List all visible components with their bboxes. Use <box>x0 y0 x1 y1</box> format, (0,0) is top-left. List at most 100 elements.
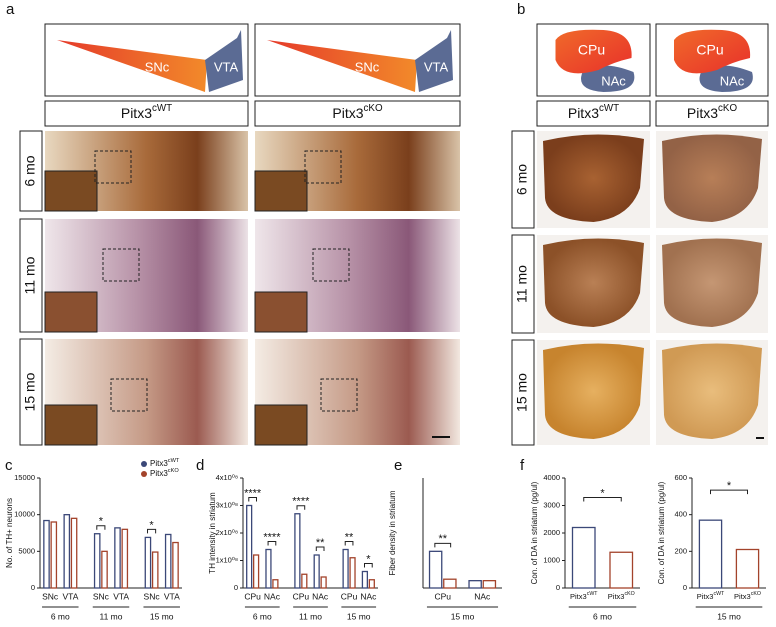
y-tick-label: 4x10⁰⁸ <box>216 473 238 482</box>
y-tick-label: 4000 <box>543 473 560 482</box>
group-label: 6 mo <box>253 611 272 621</box>
y-axis-title: Fiber density in striatum <box>388 490 397 575</box>
significance-label: ** <box>316 537 325 549</box>
significance-bracket <box>267 541 277 546</box>
panel-label: b <box>517 1 525 18</box>
significance-label: **** <box>263 531 281 543</box>
age-label: 15 mo <box>514 373 530 412</box>
age-box <box>19 218 43 333</box>
x-tick-label: SNc <box>42 591 59 601</box>
x-tick-label: CPu <box>293 591 310 601</box>
y-tick-label: 15000 <box>14 473 35 482</box>
panel-label: f <box>520 457 525 474</box>
region-label: CPu <box>578 42 605 58</box>
legend-label: Pitx3cKO <box>150 468 179 478</box>
y-tick-label: 600 <box>674 473 687 482</box>
x-tick-label: VTA <box>62 591 78 601</box>
age-label: 11 mo <box>22 256 38 294</box>
significance-bracket <box>583 497 622 502</box>
age-box <box>511 339 535 446</box>
y-axis-title: Con. of DA in striatum (pg/ul) <box>657 481 666 584</box>
significance-label: **** <box>244 487 262 499</box>
y-tick-label: 2000 <box>543 528 560 537</box>
region-label: SNc <box>145 59 170 74</box>
age-label: 6 mo <box>22 155 38 186</box>
group-label: 15 mo <box>717 611 741 621</box>
genotype-box <box>536 100 651 127</box>
region-label: VTA <box>214 59 239 74</box>
bar <box>443 578 457 589</box>
genotype-box <box>655 100 769 127</box>
tissue-image <box>543 343 644 439</box>
genotype-label: Pitx3cWT <box>568 103 619 121</box>
genotype-label: Pitx3cWT <box>121 103 172 121</box>
x-tick-label: CPu <box>244 591 261 601</box>
y-tick-label: 3x10⁰⁸ <box>216 500 238 509</box>
inset-outline <box>102 248 140 282</box>
genotype-box <box>254 100 461 127</box>
bar <box>93 533 101 589</box>
bar <box>698 519 723 589</box>
y-tick-label: 1x10⁰⁸ <box>216 555 238 564</box>
significance-label: * <box>727 480 732 492</box>
x-tick-label: VTA <box>113 591 129 601</box>
x-tick-label: Pitx3cKO <box>734 591 761 601</box>
group-label: 15 mo <box>451 611 475 621</box>
bar <box>164 533 172 589</box>
y-tick-label: 0 <box>234 583 238 592</box>
tissue-image <box>543 134 644 222</box>
significance-label: ** <box>345 531 354 543</box>
bar <box>144 536 152 589</box>
bar <box>272 579 279 589</box>
significance-label: ** <box>438 533 447 545</box>
x-tick-label: NAc <box>264 591 281 601</box>
cpu-shape <box>555 29 632 74</box>
bar <box>151 551 159 589</box>
y-tick-label: 0 <box>556 583 560 592</box>
x-tick-label: SNc <box>93 591 110 601</box>
group-label: 6 mo <box>593 611 612 621</box>
region-label: VTA <box>424 59 449 74</box>
bar <box>121 528 129 589</box>
x-tick-label: SNc <box>144 591 161 601</box>
bar <box>101 550 108 589</box>
y-tick-label: 5000 <box>18 546 35 555</box>
legend-marker <box>141 461 147 467</box>
bar <box>70 517 78 589</box>
genotype-label: Pitx3cKO <box>332 103 383 121</box>
group-label: 15 mo <box>347 611 371 621</box>
bar <box>50 521 58 589</box>
age-box <box>511 130 535 229</box>
region-label: CPu <box>696 42 723 58</box>
tissue-image <box>662 134 762 222</box>
inset-image <box>254 291 308 333</box>
bar <box>342 548 349 589</box>
y-tick-label: 0 <box>683 583 687 592</box>
age-label: 11 mo <box>514 265 530 303</box>
y-tick-label: 3000 <box>543 500 560 509</box>
region-label: NAc <box>601 73 626 88</box>
bar <box>571 526 596 589</box>
inset-image <box>44 291 98 333</box>
panel-label: e <box>394 457 402 474</box>
inset-outline <box>320 378 358 412</box>
image-panels: a SNc VTA Pitx3cWT SNc VTA Pitx3cKO 6 mo 11 mo 15… <box>6 1 769 446</box>
y-tick-label: 0 <box>31 583 35 592</box>
genotype-label: Pitx3cKO <box>687 103 738 121</box>
y-axis-title: No. of TH+ neurons <box>5 498 14 568</box>
age-box <box>19 130 43 212</box>
y-tick-label: 1000 <box>543 555 560 564</box>
significance-bracket <box>248 497 257 502</box>
significance-bracket <box>364 563 373 568</box>
nac-shape <box>581 65 635 92</box>
inset-image <box>44 170 98 212</box>
x-tick-label: Pitx3cWT <box>570 591 598 601</box>
age-label: 6 mo <box>514 164 530 195</box>
significance-label: * <box>600 487 605 499</box>
significance-bracket <box>147 528 157 534</box>
y-axis-title: TH intensity in striatum <box>208 492 217 574</box>
group-label: 6 mo <box>51 611 70 621</box>
inset-outline <box>94 150 132 184</box>
